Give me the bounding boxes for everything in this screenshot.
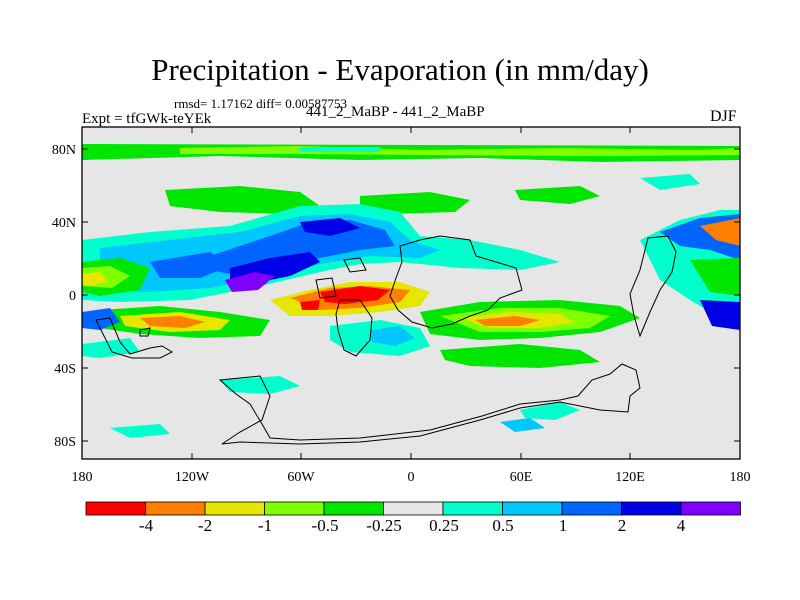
colorbar-swatch	[323, 501, 384, 516]
colorbar-label: 1	[559, 516, 568, 535]
continent-outline	[218, 363, 641, 445]
field-patch	[500, 418, 545, 432]
coastlines	[95, 235, 677, 445]
colorbar-label: 0.5	[492, 516, 513, 535]
field-patch	[300, 300, 320, 310]
lat-tick-label: 0	[69, 289, 76, 304]
field-patch	[140, 316, 205, 328]
field-patch	[150, 252, 230, 278]
colorbar-swatch	[264, 501, 325, 516]
lon-tick-label: 60E	[510, 470, 533, 485]
colorbar-label: -2	[198, 516, 212, 535]
colorbar-swatch	[561, 501, 622, 516]
field-patch	[165, 186, 320, 214]
continent-outline	[139, 327, 151, 337]
continent-outline	[343, 257, 367, 273]
field-patch	[360, 192, 470, 214]
field-patch	[700, 218, 740, 246]
field-patch	[520, 402, 580, 420]
field-patch	[225, 272, 275, 292]
axis-ticks	[81, 127, 741, 459]
colorbar-label: -0.5	[312, 516, 339, 535]
experiment-label: Expt = tfGWk-teYEk	[82, 111, 212, 127]
field-patch	[370, 326, 415, 346]
field-patch	[440, 344, 600, 368]
lat-tick-label: 40N	[52, 216, 76, 231]
continent-outline	[389, 235, 523, 329]
field-patch	[515, 186, 600, 204]
colorbar-label: -4	[139, 516, 154, 535]
lon-tick-label: 120W	[175, 470, 210, 485]
colorbar-label: 4	[677, 516, 686, 535]
colorbar-swatch	[85, 501, 146, 516]
colorbar-label: -1	[258, 516, 272, 535]
lat-tick-label: 40S	[54, 362, 76, 377]
lat-tick-label: 80S	[54, 435, 76, 450]
lat-tick-label: 80N	[52, 143, 76, 158]
colorbar-labels: -4 -2 -1 -0.5 -0.25 0.25 0.5 1 2 4	[139, 516, 686, 535]
continent-outline	[629, 235, 677, 338]
colorbar-swatch	[621, 501, 682, 516]
field-patch	[82, 272, 108, 286]
field-patch	[700, 300, 740, 330]
lon-tick-label: 180	[730, 470, 751, 485]
lon-tick-label: 180	[72, 470, 93, 485]
field-patch	[320, 286, 390, 304]
runs-label: 441_2_MaBP - 441_2_MaBP	[306, 104, 485, 120]
continent-outline	[95, 317, 174, 359]
colorbar-label: 2	[618, 516, 627, 535]
continent-outline	[335, 299, 373, 357]
field-patch	[82, 338, 140, 358]
field-patch	[690, 258, 740, 296]
field-patch	[220, 376, 300, 394]
colorbar-swatch	[442, 501, 503, 516]
continent-outline	[315, 277, 337, 299]
lon-tick-label: 60W	[287, 470, 315, 485]
colorbar	[85, 501, 741, 516]
lon-tick-label: 0	[408, 470, 415, 485]
plot-title: Precipitation - Evaporation (in mm/day)	[151, 52, 649, 87]
field-layer	[82, 144, 740, 438]
field-patch	[300, 218, 360, 236]
season-label: DJF	[710, 108, 737, 125]
field-patch	[300, 147, 380, 152]
colorbar-swatch	[145, 501, 206, 516]
colorbar-swatch	[680, 501, 741, 516]
field-patch	[475, 316, 540, 326]
colorbar-label: 0.25	[429, 516, 459, 535]
colorbar-swatch	[204, 501, 265, 516]
colorbar-label: -0.25	[366, 516, 401, 535]
lon-tick-label: 120E	[615, 470, 645, 485]
colorbar-swatch	[502, 501, 563, 516]
field-patch	[110, 424, 170, 438]
stats-text: rmsd= 1.17162 diff= 0.00587753	[174, 96, 347, 111]
field-patch	[640, 174, 700, 190]
colorbar-swatch	[383, 501, 444, 516]
